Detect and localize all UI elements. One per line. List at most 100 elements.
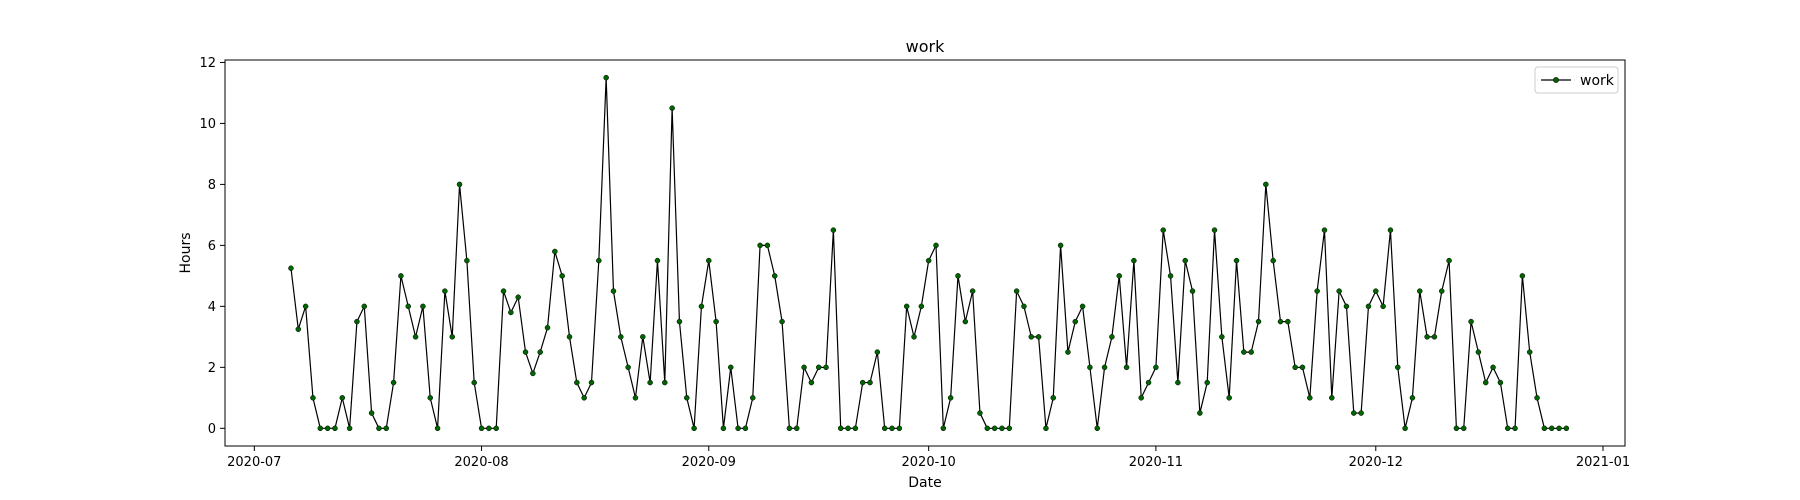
data-point: [1101, 364, 1108, 371]
data-point: [1380, 303, 1386, 310]
data-point: [537, 349, 543, 355]
data-point: [544, 324, 551, 331]
data-point: [757, 242, 763, 249]
data-point: [1329, 395, 1335, 401]
data-point: [449, 334, 455, 340]
data-point: [852, 425, 859, 432]
y-tick-label: 0: [208, 422, 216, 437]
data-point: [1263, 181, 1269, 188]
data-point: [1292, 364, 1298, 371]
data-point: [1116, 273, 1122, 279]
data-point: [691, 425, 697, 432]
data-point: [574, 379, 580, 386]
y-tick-label: 2: [208, 361, 216, 376]
data-point: [1204, 379, 1210, 386]
data-point: [896, 425, 903, 432]
data-point: [1446, 257, 1452, 264]
data-point: [1468, 318, 1474, 325]
data-point: [486, 425, 492, 432]
data-point: [1241, 349, 1247, 355]
data-point: [771, 273, 778, 279]
data-point: [1160, 227, 1166, 233]
data-point: [361, 303, 368, 310]
data-point: [581, 395, 587, 401]
data-point: [720, 425, 727, 432]
data-point: [1079, 303, 1086, 310]
data-point: [801, 364, 807, 371]
data-point: [508, 309, 514, 316]
data-point: [603, 74, 609, 81]
legend: work: [1534, 66, 1619, 94]
data-point: [530, 370, 536, 377]
data-point: [859, 379, 866, 386]
data-point: [390, 379, 397, 386]
data-point: [1248, 349, 1254, 355]
data-point: [1409, 395, 1416, 401]
data-point: [977, 410, 983, 416]
data-point: [933, 242, 939, 249]
data-point: [302, 303, 309, 310]
data-point: [610, 288, 617, 294]
data-point: [632, 395, 639, 401]
data-point: [1226, 395, 1232, 401]
data-point: [559, 273, 565, 279]
data-point: [984, 425, 991, 432]
data-point: [1534, 395, 1540, 401]
data-point: [1035, 334, 1042, 340]
data-point: [1431, 334, 1438, 340]
y-tick-label: 6: [208, 239, 216, 254]
data-point: [969, 288, 976, 294]
series-markers-group: [288, 74, 1570, 432]
data-point: [1057, 242, 1064, 249]
data-point: [1028, 334, 1035, 340]
legend-label-work: work: [1580, 73, 1615, 89]
data-point: [368, 410, 375, 416]
data-point: [1358, 410, 1364, 416]
data-point: [1556, 425, 1562, 432]
legend-marker-sample: [1553, 77, 1559, 83]
data-point: [1167, 273, 1174, 279]
data-point: [662, 379, 668, 386]
data-point: [640, 334, 646, 340]
y-tick-label: 10: [199, 117, 216, 132]
data-point: [522, 349, 529, 355]
data-point: [903, 303, 910, 310]
data-point: [955, 273, 961, 279]
x-tick-label: 2020-10: [902, 455, 956, 470]
data-point: [1233, 257, 1240, 264]
data-point: [1197, 410, 1203, 416]
data-point: [324, 425, 331, 432]
data-point: [1314, 288, 1320, 294]
data-point: [815, 364, 822, 371]
data-point: [310, 395, 316, 401]
data-point: [706, 257, 712, 264]
data-point: [845, 425, 851, 432]
data-point: [925, 257, 932, 264]
data-point: [346, 425, 353, 432]
data-point: [1094, 425, 1100, 432]
data-point: [1219, 334, 1225, 340]
data-point: [940, 425, 947, 432]
data-point: [684, 395, 690, 401]
data-point: [1526, 349, 1533, 355]
data-point: [288, 265, 294, 271]
data-point: [405, 303, 411, 310]
data-point: [830, 227, 837, 233]
data-point: [1145, 379, 1152, 386]
data-point: [339, 395, 346, 401]
data-point: [1043, 425, 1049, 432]
data-point: [420, 303, 426, 310]
data-point: [647, 379, 653, 386]
data-point: [1512, 425, 1518, 432]
data-point: [295, 326, 302, 332]
data-point: [1387, 227, 1394, 233]
x-tick-label: 2020-07: [227, 455, 281, 470]
data-point: [1373, 288, 1379, 294]
data-point: [874, 349, 881, 355]
data-point: [947, 395, 954, 401]
data-point: [881, 425, 888, 432]
data-point: [1519, 273, 1526, 279]
data-point: [1475, 349, 1482, 355]
plot-area-frame: [224, 59, 1626, 447]
x-tick-label: 2020-08: [454, 455, 508, 470]
